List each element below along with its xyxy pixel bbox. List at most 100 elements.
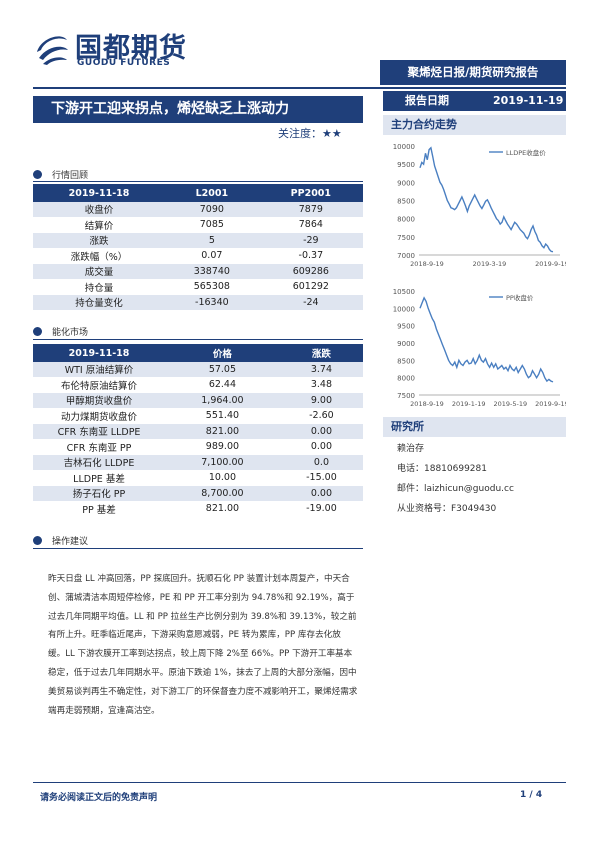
analyst-cert-number: 从业资格号：F3049430 bbox=[397, 504, 497, 514]
market-review-heading: 行情回顾 bbox=[33, 168, 88, 181]
y-tick-label: 8000 bbox=[397, 375, 415, 383]
analyst-email: 邮件：laizhicun@guodu.cc bbox=[397, 484, 514, 494]
x-tick-label: 2019-9-19 bbox=[535, 260, 566, 268]
row-label: 布伦特原油结算价 bbox=[33, 377, 165, 393]
y-tick-label: 8500 bbox=[397, 357, 415, 365]
cell-value: -24 bbox=[258, 294, 363, 311]
table-row: 涨跌幅（%） 0.07 -0.37 bbox=[33, 248, 363, 264]
analyst-name: 赖治存 bbox=[397, 444, 425, 454]
x-tick-label: 2018-9-19 bbox=[410, 260, 444, 268]
y-tick-label: 9500 bbox=[397, 323, 415, 331]
y-tick-label: 10000 bbox=[393, 143, 415, 151]
company-logo: 国都期货 GUODU FUTURES bbox=[33, 28, 186, 70]
row-label: CFR 东南亚 LLDPE bbox=[33, 423, 165, 440]
table-row: PP 基差 821.00 -19.00 bbox=[33, 501, 363, 517]
row-label: CFR 东南亚 PP bbox=[33, 439, 165, 455]
table-header-row: 2019-11-18 价格 涨跌 bbox=[33, 344, 363, 362]
table-row: 动力煤期货收盘价 551.40 -2.60 bbox=[33, 408, 363, 424]
cell-value: 62.44 bbox=[165, 377, 280, 393]
legend-label: LLDPE收盘价 bbox=[506, 148, 546, 157]
report-date-bar: 报告日期 2019-11-19 bbox=[383, 91, 566, 111]
cell-value: 0.0 bbox=[279, 454, 363, 471]
price-series-line bbox=[419, 146, 554, 253]
attention-rating: 关注度：★★ bbox=[278, 127, 342, 140]
cell-value: 0.00 bbox=[279, 485, 363, 502]
x-tick-label: 2019-3-19 bbox=[473, 260, 507, 268]
report-title: 下游开工迎来拐点，烯烃缺乏上涨动力 bbox=[33, 96, 363, 123]
cell-value: 338740 bbox=[165, 263, 259, 280]
x-tick-label: 2019-9-19 bbox=[535, 400, 566, 408]
header-rule bbox=[33, 87, 566, 89]
cell-value: -29 bbox=[258, 232, 363, 249]
row-label: 持仓量变化 bbox=[33, 294, 165, 311]
report-type-banner: 聚烯烃日报/期货研究报告 bbox=[380, 60, 566, 85]
column-header: PP2001 bbox=[258, 184, 363, 202]
table-row: 持仓量变化 -16340 -24 bbox=[33, 294, 363, 311]
y-tick-label: 7500 bbox=[397, 234, 415, 242]
y-tick-label: 9000 bbox=[397, 340, 415, 348]
energy-market-heading: 能化市场 bbox=[33, 325, 88, 338]
cell-value: 7,100.00 bbox=[165, 454, 280, 471]
research-section-heading: 研究所 bbox=[383, 417, 566, 437]
cell-value: 57.05 bbox=[165, 362, 280, 378]
row-label: 收盘价 bbox=[33, 202, 165, 218]
disclaimer-link[interactable]: 请务必阅读正文后的免责声明 bbox=[40, 793, 158, 803]
cell-value: -2.60 bbox=[279, 408, 363, 424]
row-label: 甲醇期货收盘价 bbox=[33, 392, 165, 409]
cell-value: 1,964.00 bbox=[165, 392, 280, 409]
x-tick-label: 2019-5-19 bbox=[494, 400, 528, 408]
y-tick-label: 7000 bbox=[397, 252, 415, 260]
table-row: 收盘价 7090 7879 bbox=[33, 202, 363, 218]
page-number: 1 / 4 bbox=[520, 790, 543, 800]
row-label: 涨跌 bbox=[33, 232, 165, 249]
y-tick-label: 9000 bbox=[397, 179, 415, 187]
chart-section-heading: 主力合约走势 bbox=[383, 115, 566, 135]
pp-price-chart: 7500 8000 8500 9000 9500 10000 10500 2018-9-19 2… bbox=[393, 288, 566, 408]
cell-value: 10.00 bbox=[165, 470, 280, 486]
advice-text: 昨天日盘 LL 冲高回落，PP 探底回升。抚顺石化 PP 装置计划本周复产，中天… bbox=[48, 574, 358, 716]
row-label: 扬子石化 PP bbox=[33, 485, 165, 502]
row-label: 持仓量 bbox=[33, 279, 165, 295]
advice-heading: 操作建议 bbox=[33, 534, 88, 547]
table-row: 成交量 338740 609286 bbox=[33, 263, 363, 280]
row-label: LLDPE 基差 bbox=[33, 470, 165, 486]
lldpe-price-chart: 7000 7500 8000 8500 9000 9500 10000 2018-9-19 20… bbox=[393, 143, 566, 268]
y-tick-label: 10500 bbox=[393, 288, 415, 296]
row-label: 涨跌幅（%） bbox=[33, 248, 165, 264]
cell-value: 8,700.00 bbox=[165, 485, 280, 502]
table-row: 涨跌 5 -29 bbox=[33, 232, 363, 249]
cell-value: 9.00 bbox=[279, 392, 363, 409]
cell-value: -15.00 bbox=[279, 470, 363, 486]
column-header: 价格 bbox=[165, 344, 280, 362]
energy-market-table: 2019-11-18 价格 涨跌 WTI 原油结算价 57.05 3.74 布伦特原油… bbox=[33, 344, 363, 517]
table-row: CFR 东南亚 PP 989.00 0.00 bbox=[33, 439, 363, 455]
cell-value: 821.00 bbox=[165, 423, 280, 440]
logo-name-en: GUODU FUTURES bbox=[77, 58, 171, 68]
cell-value: 7085 bbox=[165, 217, 259, 233]
y-tick-label: 8000 bbox=[397, 216, 415, 224]
row-label: 动力煤期货收盘价 bbox=[33, 408, 165, 424]
cell-value: 0.07 bbox=[165, 248, 259, 264]
report-date-value: 2019-11-19 bbox=[493, 94, 564, 107]
cell-value: 7864 bbox=[258, 217, 363, 233]
cell-value: 551.40 bbox=[165, 408, 280, 424]
legend-label: PP收盘价 bbox=[506, 293, 534, 302]
column-header: 2019-11-18 bbox=[33, 344, 165, 362]
table-row: 持仓量 565308 601292 bbox=[33, 279, 363, 295]
x-tick-label: 2018-9-19 bbox=[410, 400, 444, 408]
market-review-table: 2019-11-18 L2001 PP2001 收盘价 7090 7879 结算价 70… bbox=[33, 184, 363, 311]
row-label: 吉林石化 LLDPE bbox=[33, 454, 165, 471]
table-row: 布伦特原油结算价 62.44 3.48 bbox=[33, 377, 363, 393]
cell-value: 3.74 bbox=[279, 362, 363, 378]
table-row: 结算价 7085 7864 bbox=[33, 217, 363, 233]
cell-value: -0.37 bbox=[258, 248, 363, 264]
table-row: WTI 原油结算价 57.05 3.74 bbox=[33, 362, 363, 378]
table-row: 吉林石化 LLDPE 7,100.00 0.0 bbox=[33, 454, 363, 471]
cell-value: -16340 bbox=[165, 294, 259, 311]
cell-value: 7879 bbox=[258, 202, 363, 218]
column-header: L2001 bbox=[165, 184, 259, 202]
y-tick-label: 7500 bbox=[397, 392, 415, 400]
section-rule bbox=[33, 339, 363, 340]
cell-value: 989.00 bbox=[165, 439, 280, 455]
price-series-line bbox=[419, 296, 554, 383]
